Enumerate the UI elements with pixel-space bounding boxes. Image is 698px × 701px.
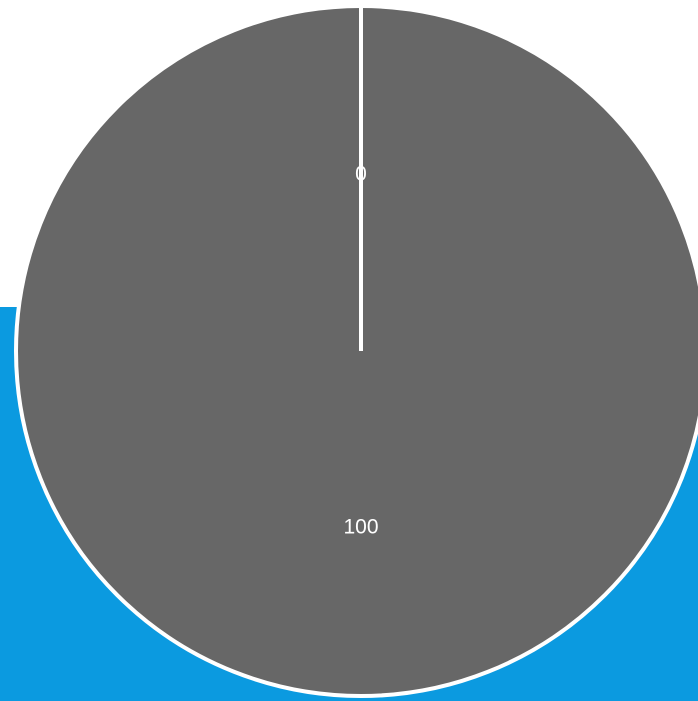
- data-label: 0: [355, 163, 367, 186]
- data-label: 100: [343, 516, 378, 539]
- pie-slice: [14, 4, 698, 698]
